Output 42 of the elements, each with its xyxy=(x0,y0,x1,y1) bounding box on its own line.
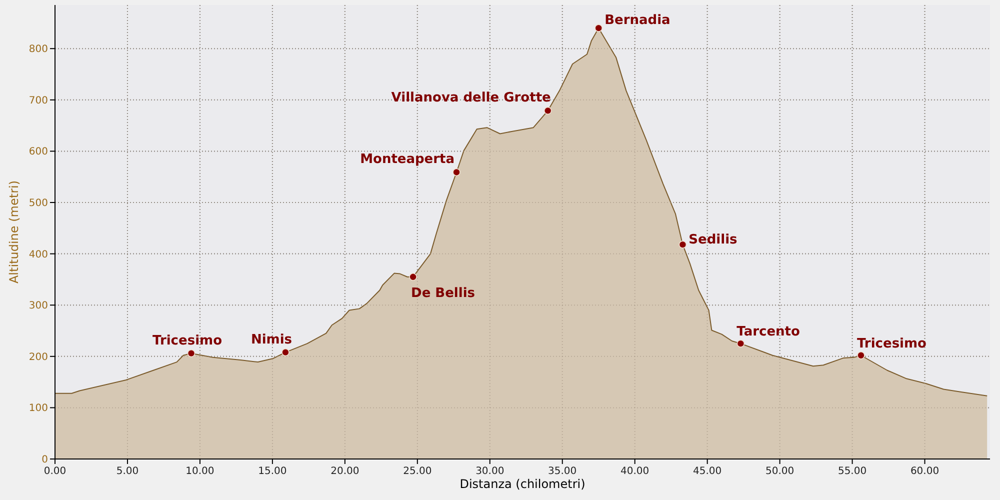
x-tick-label: 15.00 xyxy=(258,466,287,477)
annotation: Villanova delle Grotte xyxy=(391,90,552,106)
point xyxy=(544,106,552,115)
y-tick-label: 400 xyxy=(28,249,48,260)
point xyxy=(678,240,687,248)
point xyxy=(187,349,196,358)
x-tick-label: 20.00 xyxy=(330,466,360,477)
annotation: Tarcento xyxy=(736,324,800,340)
x-tick-label: 40.00 xyxy=(620,466,650,477)
x-axis-title: Distanza (chilometri) xyxy=(460,477,586,491)
annotation: Tricesimo xyxy=(856,336,927,352)
point xyxy=(857,351,865,360)
x-tick-label: 0.00 xyxy=(44,466,66,477)
x-tick-label: 50.00 xyxy=(765,466,794,477)
x-tick-label: 60.00 xyxy=(910,466,940,477)
x-tick-label: 55.00 xyxy=(838,466,867,477)
point xyxy=(452,168,460,176)
y-tick-label: 700 xyxy=(28,95,48,106)
annotation: Tricesimo xyxy=(152,333,222,348)
y-tick-label: 300 xyxy=(28,300,48,312)
point xyxy=(282,348,290,356)
annotation: Sedilis xyxy=(688,232,738,248)
y-tick-label: 200 xyxy=(28,352,48,363)
y-tick-label: 0 xyxy=(42,454,48,466)
x-tick-label: 10.00 xyxy=(186,466,214,477)
annotation: Monteaperta xyxy=(360,152,455,168)
y-tick-label: 500 xyxy=(28,198,48,210)
point xyxy=(736,340,745,348)
annotation: Nimis xyxy=(250,332,292,348)
y-tick-label: 100 xyxy=(28,403,48,414)
y-tick-label: 600 xyxy=(28,146,48,158)
x-tick-label: 25.00 xyxy=(403,466,432,477)
point xyxy=(409,272,417,281)
point xyxy=(594,24,603,32)
y-tick-label: 800 xyxy=(28,44,48,56)
annotation: De Bellis xyxy=(411,286,476,301)
x-tick-label: 5.00 xyxy=(116,466,139,477)
x-tick-label: 35.00 xyxy=(548,466,577,477)
annotation: Bernadia xyxy=(604,13,670,28)
y-axis-title: Altitudine (metri) xyxy=(7,180,21,284)
x-tick-label: 30.00 xyxy=(476,466,504,477)
x-tick-label: 45.00 xyxy=(693,466,722,477)
